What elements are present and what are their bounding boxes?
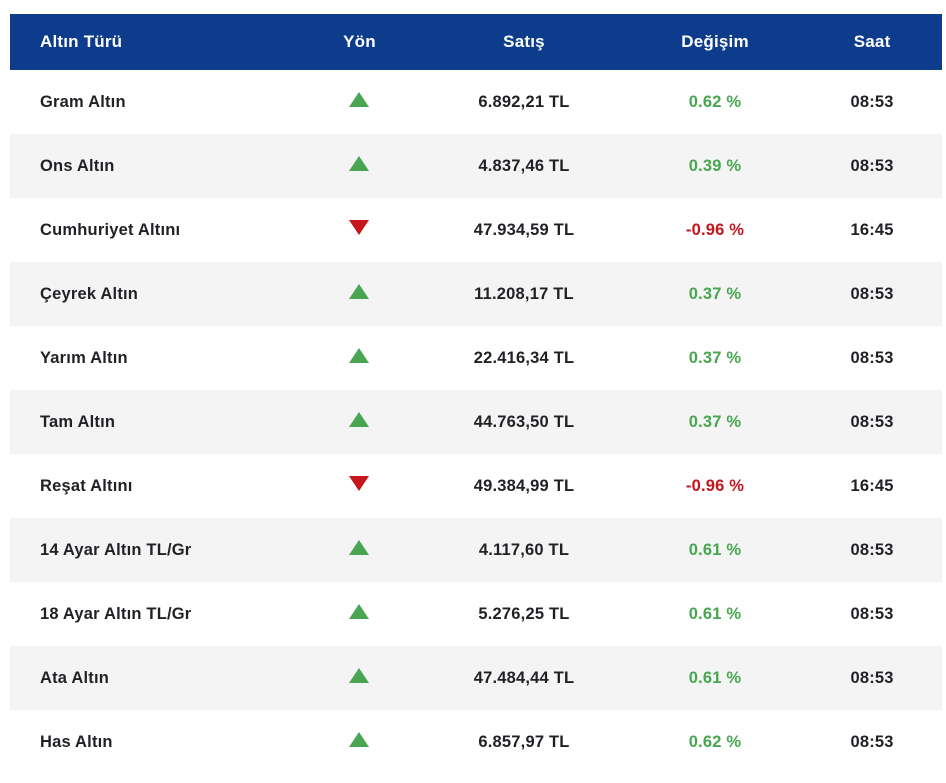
direction-cell bbox=[299, 70, 420, 134]
time-cell: 16:45 bbox=[850, 476, 894, 495]
up-triangle-icon bbox=[349, 668, 370, 683]
sale-price-cell: 22.416,34 TL bbox=[473, 348, 575, 367]
sale-price-cell: 11.208,17 TL bbox=[474, 284, 574, 303]
gold-table-body: Gram Altın 6.892,21 TL 0.62 % 08:53 Ons Altı… bbox=[10, 70, 942, 774]
gold-prices-table: Altın Türü Yön Satış Değişim Saat Gram A… bbox=[10, 14, 942, 774]
table-row: 18 Ayar Altın TL/Gr 5.276,25 TL 0.61 % 08:5… bbox=[10, 582, 942, 646]
sale-price-cell: 44.763,50 TL bbox=[473, 412, 575, 431]
up-triangle-icon bbox=[349, 156, 370, 171]
gold-type-cell: Çeyrek Altın bbox=[40, 284, 139, 303]
change-cell: -0.96 % bbox=[685, 476, 745, 495]
gold-type-cell: Gram Altın bbox=[40, 92, 126, 111]
change-cell: 0.61 % bbox=[688, 604, 742, 623]
gold-type-cell: Yarım Altın bbox=[40, 348, 128, 367]
change-cell: -0.96 % bbox=[685, 220, 745, 239]
time-cell: 08:53 bbox=[850, 604, 894, 623]
change-cell: 0.61 % bbox=[688, 540, 742, 559]
direction-cell bbox=[299, 262, 420, 326]
sale-price-cell: 5.276,25 TL bbox=[478, 604, 570, 623]
time-cell: 08:53 bbox=[850, 92, 894, 111]
time-cell: 08:53 bbox=[850, 156, 894, 175]
column-header-gold-type: Altın Türü bbox=[10, 14, 299, 70]
time-cell: 16:45 bbox=[850, 220, 894, 239]
table-row: Tam Altın 44.763,50 TL 0.37 % 08:53 bbox=[10, 390, 942, 454]
change-cell: 0.61 % bbox=[688, 668, 742, 687]
time-cell: 08:53 bbox=[850, 348, 894, 367]
up-triangle-icon bbox=[349, 284, 370, 299]
up-triangle-icon bbox=[349, 348, 370, 363]
gold-type-cell: 14 Ayar Altın TL/Gr bbox=[40, 540, 192, 559]
sale-price-cell: 6.857,97 TL bbox=[478, 732, 570, 751]
time-cell: 08:53 bbox=[850, 284, 894, 303]
direction-cell bbox=[299, 454, 420, 518]
gold-type-cell: 18 Ayar Altın TL/Gr bbox=[40, 604, 192, 623]
table-row: Gram Altın 6.892,21 TL 0.62 % 08:53 bbox=[10, 70, 942, 134]
direction-cell bbox=[299, 134, 420, 198]
change-cell: 0.62 % bbox=[688, 92, 742, 111]
direction-cell bbox=[299, 198, 420, 262]
direction-cell bbox=[299, 518, 420, 582]
table-row: Ata Altın 47.484,44 TL 0.61 % 08:53 bbox=[10, 646, 942, 710]
down-triangle-icon bbox=[349, 476, 370, 491]
sale-price-cell: 47.484,44 TL bbox=[473, 668, 575, 687]
table-row: Yarım Altın 22.416,34 TL 0.37 % 08:53 bbox=[10, 326, 942, 390]
direction-cell bbox=[299, 582, 420, 646]
up-triangle-icon bbox=[349, 604, 370, 619]
direction-cell bbox=[299, 326, 420, 390]
column-header-direction: Yön bbox=[298, 14, 421, 70]
up-triangle-icon bbox=[349, 540, 370, 555]
change-cell: 0.37 % bbox=[688, 348, 742, 367]
gold-type-cell: Tam Altın bbox=[40, 412, 116, 431]
sale-price-cell: 4.837,46 TL bbox=[478, 156, 570, 175]
column-header-change: Değişim bbox=[627, 14, 803, 70]
table-row: Reşat Altını 49.384,99 TL -0.96 % 16:45 bbox=[10, 454, 942, 518]
table-row: Çeyrek Altın 11.208,17 TL 0.37 % 08:53 bbox=[10, 262, 942, 326]
direction-cell bbox=[299, 710, 420, 774]
time-cell: 08:53 bbox=[850, 412, 894, 431]
table-row: Cumhuriyet Altını 47.934,59 TL -0.96 % 16:4… bbox=[10, 198, 942, 262]
sale-price-cell: 6.892,21 TL bbox=[478, 92, 570, 111]
up-triangle-icon bbox=[349, 92, 370, 107]
sale-price-cell: 4.117,60 TL bbox=[478, 540, 570, 559]
gold-type-cell: Has Altın bbox=[40, 732, 113, 751]
time-cell: 08:53 bbox=[850, 732, 894, 751]
sale-price-cell: 49.384,99 TL bbox=[473, 476, 575, 495]
time-cell: 08:53 bbox=[850, 668, 894, 687]
sale-price-cell: 47.934,59 TL bbox=[473, 220, 575, 239]
change-cell: 0.62 % bbox=[688, 732, 742, 751]
direction-cell bbox=[299, 646, 420, 710]
table-row: Has Altın 6.857,97 TL 0.62 % 08:53 bbox=[10, 710, 942, 774]
table-header: Altın Türü Yön Satış Değişim Saat bbox=[10, 14, 942, 70]
change-cell: 0.39 % bbox=[688, 156, 742, 175]
direction-cell bbox=[299, 390, 420, 454]
change-cell: 0.37 % bbox=[688, 284, 742, 303]
change-cell: 0.37 % bbox=[688, 412, 742, 431]
table-row: 14 Ayar Altın TL/Gr 4.117,60 TL 0.61 % 08:5… bbox=[10, 518, 942, 582]
gold-type-cell: Ata Altın bbox=[40, 668, 110, 687]
table-row: Ons Altın 4.837,46 TL 0.39 % 08:53 bbox=[10, 134, 942, 198]
time-cell: 08:53 bbox=[850, 540, 894, 559]
up-triangle-icon bbox=[349, 732, 370, 747]
up-triangle-icon bbox=[349, 412, 370, 427]
gold-type-cell: Cumhuriyet Altını bbox=[40, 220, 181, 239]
down-triangle-icon bbox=[349, 220, 370, 235]
gold-type-cell: Reşat Altını bbox=[40, 476, 133, 495]
gold-type-cell: Ons Altın bbox=[40, 156, 115, 175]
column-header-time: Saat bbox=[802, 14, 942, 70]
column-header-sale-price: Satış bbox=[420, 14, 628, 70]
